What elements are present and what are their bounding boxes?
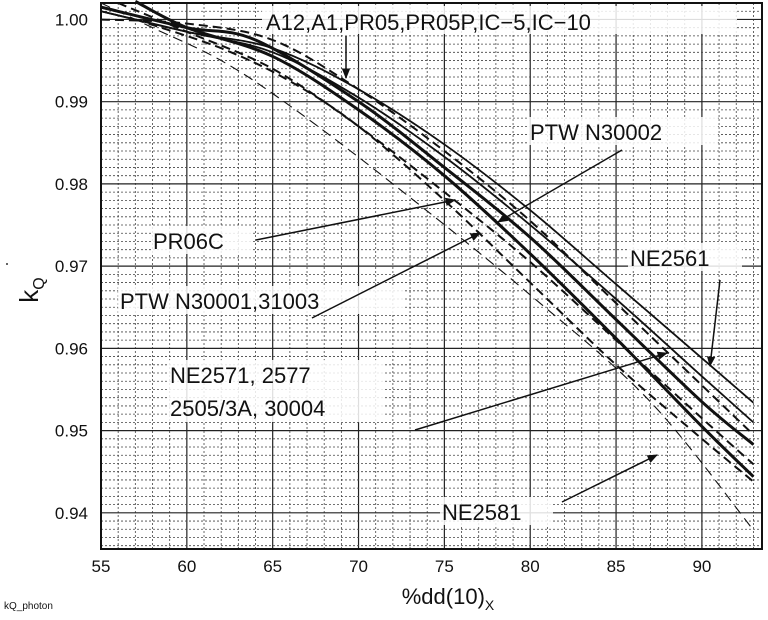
- series-line-7: [135, 18, 755, 483]
- annotation-arrow: [706, 279, 721, 368]
- annotations: A12,A1,PR05,PR05P,IC−5,IC−10 PTW N30002 …: [118, 6, 742, 525]
- y-label-dot: [6, 263, 8, 265]
- annotation-pr06c: PR06C: [153, 229, 224, 254]
- curves: [100, 0, 755, 531]
- x-tick-label: 60: [177, 557, 196, 576]
- x-tick-label: 65: [263, 557, 282, 576]
- annotation-arrow: [311, 232, 481, 319]
- y-axis-label: kQ: [14, 277, 48, 302]
- annotation-ne2571: NE2571, 2577: [170, 363, 311, 388]
- annotation-arrow: [255, 197, 457, 241]
- y-tick-label: 0.99: [55, 93, 88, 112]
- annotation-arrow: [497, 149, 623, 223]
- x-tick-label: 75: [435, 557, 454, 576]
- series-line-5: [117, 2, 755, 466]
- y-tick-label: 0.96: [55, 339, 88, 358]
- y-tick-label: 0.97: [55, 257, 88, 276]
- annotation-ptw-n30001: PTW N30001,31003: [120, 289, 319, 314]
- footer-label: kQ_photon: [4, 601, 53, 612]
- x-tick-labels: 55 60 65 70 75 80 85 90: [92, 557, 712, 576]
- series-line-6: [134, 0, 755, 478]
- x-tick-label: 70: [349, 557, 368, 576]
- y-tick-label: 0.98: [55, 175, 88, 194]
- y-tick-label: 1.00: [55, 10, 88, 29]
- x-tick-label: 90: [692, 557, 711, 576]
- plot-frame: [100, 2, 763, 550]
- annotation-ne2581: NE2581: [442, 500, 522, 525]
- annotation-2505: 2505/3A, 30004: [170, 396, 325, 421]
- annotation-arrow: [414, 351, 669, 431]
- annotation-a12-group: A12,A1,PR05,PR05P,IC−5,IC−10: [266, 10, 591, 35]
- y-tick-label: 0.95: [55, 422, 88, 441]
- x-axis-label: %dd(10)X: [402, 584, 495, 613]
- annotation-arrow: [561, 454, 658, 503]
- series-line-8: [100, 2, 754, 531]
- grid: [100, 2, 762, 549]
- y-tick-label: 0.94: [55, 504, 88, 523]
- y-tick-labels: 1.00 0.99 0.98 0.97 0.96 0.95 0.94: [55, 10, 88, 522]
- x-tick-label: 80: [521, 557, 540, 576]
- series-line-3: [100, 18, 755, 436]
- x-tick-label: 85: [607, 557, 626, 576]
- annotation-ne2561: NE2561: [630, 246, 710, 271]
- x-tick-label: 55: [92, 557, 111, 576]
- annotation-ptw-n30002: PTW N30002: [530, 120, 662, 145]
- series-line-4: [100, 5, 755, 446]
